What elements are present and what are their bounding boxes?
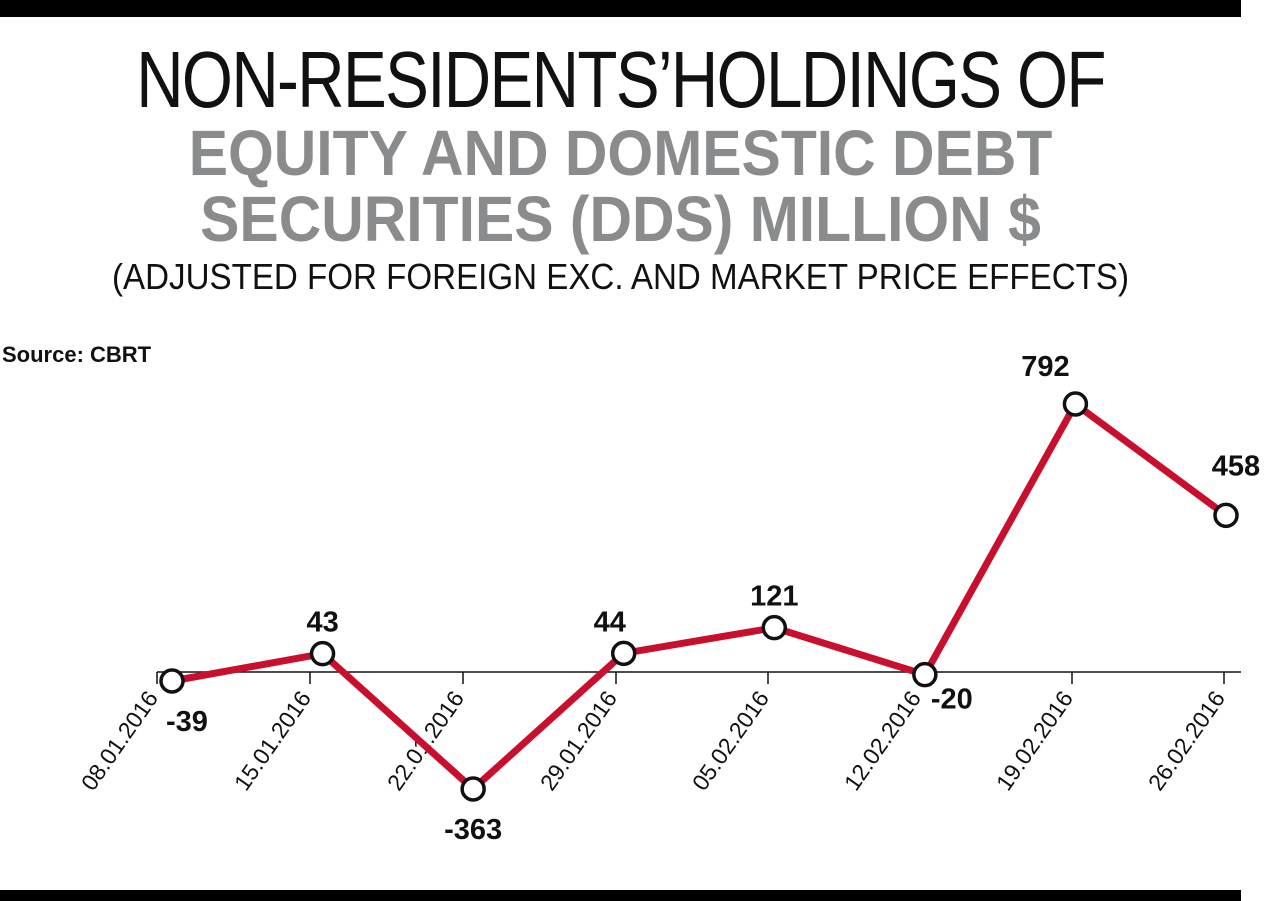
x-axis-ticks (156, 672, 1225, 684)
x-tick-label-5: 05.02.2016 (687, 686, 774, 795)
data-point-1 (159, 668, 185, 694)
x-tick-label-6: 12.02.2016 (839, 686, 926, 795)
chart-note: (ADJUSTED FOR FOREIGN EXC. AND MARKET PR… (111, 256, 1130, 297)
data-label-5: 121 (750, 581, 798, 613)
x-tick-label-2: 15.01.2016 (229, 686, 316, 795)
data-label-2: 43 (306, 607, 338, 639)
data-label-6: -20 (931, 684, 973, 716)
data-label-1: -39 (166, 706, 208, 738)
chart-subtitle-line-2: SECURITIES (DDS) MILLION $ (200, 183, 1041, 255)
x-axis-tick-labels: 08.01.2016 15.01.2016 22.01.2016 29.01.2016… (76, 686, 1230, 795)
x-tick-label-1: 08.01.2016 (76, 686, 163, 795)
data-point-3 (460, 776, 486, 802)
x-tick-label-3: 22.01.2016 (382, 686, 469, 795)
data-point-4 (610, 640, 637, 667)
data-point-7 (1062, 391, 1089, 417)
bottom-rule (0, 890, 1241, 901)
x-tick-label-8: 26.02.2016 (1143, 686, 1230, 795)
data-point-2 (309, 640, 336, 667)
top-rule (0, 0, 1241, 17)
x-tick-label-7: 19.02.2016 (991, 686, 1078, 795)
x-tick-label-4: 29.01.2016 (535, 686, 622, 795)
data-label-4: 44 (594, 606, 626, 638)
data-point-8 (1213, 502, 1239, 529)
source-label: Source: CBRT (2, 342, 152, 367)
data-point-5 (761, 614, 788, 641)
data-label-7: 792 (1021, 351, 1069, 383)
data-point-6 (912, 661, 938, 688)
chart-subtitle-line-1: EQUITY AND DOMESTIC DEBT (188, 117, 1053, 189)
data-label-8: 458 (1212, 450, 1260, 482)
series-line (171, 398, 1229, 794)
data-point-markers (159, 391, 1239, 802)
data-labels: -39 43 -363 44 121 -20 792 458 (166, 351, 1260, 846)
data-label-3: -363 (444, 814, 502, 846)
chart-title: NON-RESIDENTS’HOLDINGS OF (136, 35, 1106, 124)
